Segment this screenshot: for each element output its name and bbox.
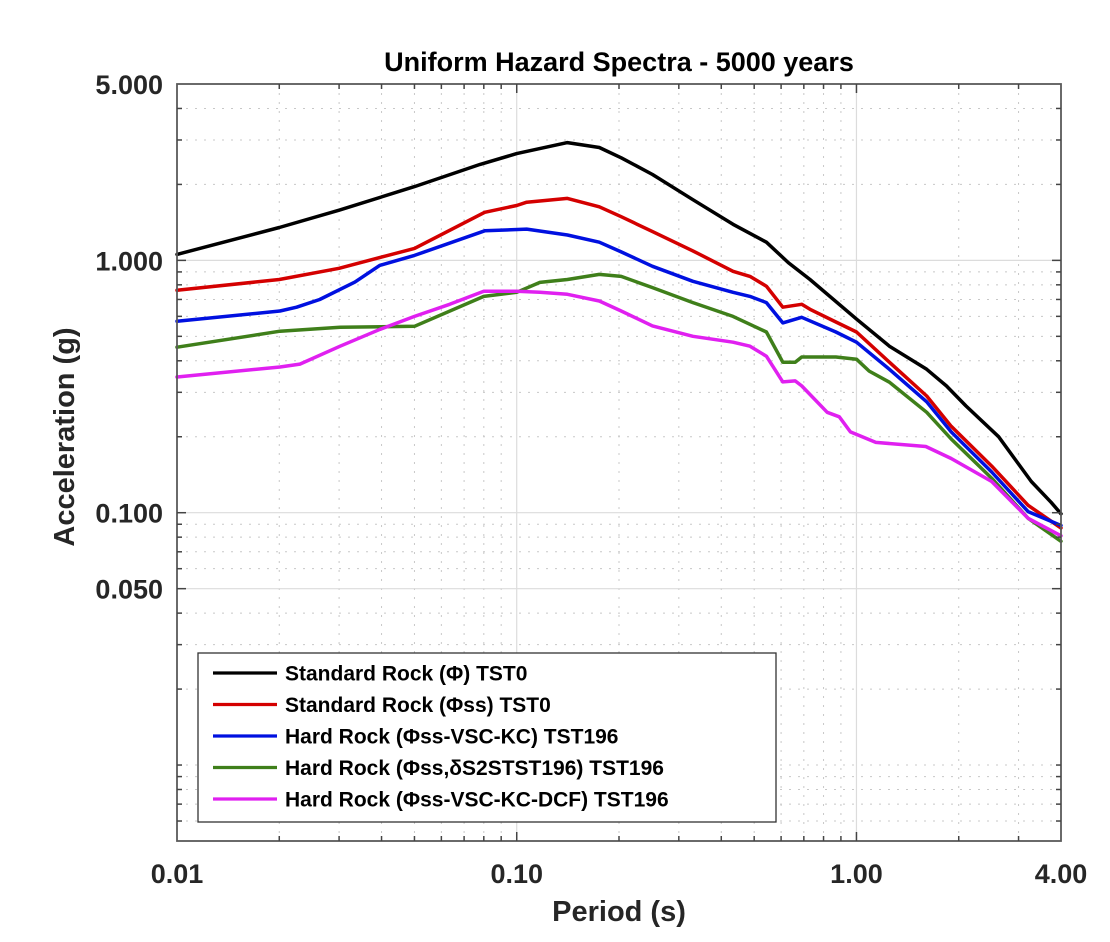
legend: Standard Rock (Φ) TST0 Standard Rock (Φss… [197, 652, 777, 823]
chart-title: Uniform Hazard Spectra - 5000 years [384, 47, 854, 77]
y-axis-label: Acceleration (g) [49, 327, 81, 546]
series-line-5 [175, 289, 1063, 538]
legend-box [197, 652, 777, 823]
y-tick-label: 0.050 [95, 575, 163, 605]
x-tick-label: 0.01 [151, 859, 204, 889]
legend-label-1: Standard Rock (Φ) TST0 [285, 663, 527, 686]
series-layer [175, 140, 1063, 544]
series-line-1 [175, 140, 1063, 516]
y-tick-label: 1.000 [95, 246, 163, 276]
axis-ticks [177, 84, 1061, 841]
legend-label-5: Hard Rock (Φss-VSC-KC-DCF) TST196 [285, 789, 669, 812]
y-tick-label: 5.000 [95, 70, 163, 100]
legend-label-2: Standard Rock (Φss) TST0 [285, 694, 551, 717]
x-axis-label: Period (s) [552, 896, 686, 928]
x-tick-label: 1.00 [830, 859, 883, 889]
series-line-2 [175, 196, 1063, 530]
x-tick-label: 4.00 [1035, 859, 1088, 889]
series-line-4 [175, 272, 1063, 544]
y-tick-label: 0.100 [95, 499, 163, 529]
legend-label-3: Hard Rock (Φss-VSC-KC) TST196 [285, 726, 618, 749]
series-line-3 [175, 227, 1063, 528]
x-tick-label: 0.10 [490, 859, 543, 889]
tick-labels: 0.01 0.10 1.00 4.00 0.050 0.100 1.000 5.000 [95, 70, 1087, 889]
legend-label-4: Hard Rock (Φss,δS2STST196) TST196 [285, 757, 664, 780]
